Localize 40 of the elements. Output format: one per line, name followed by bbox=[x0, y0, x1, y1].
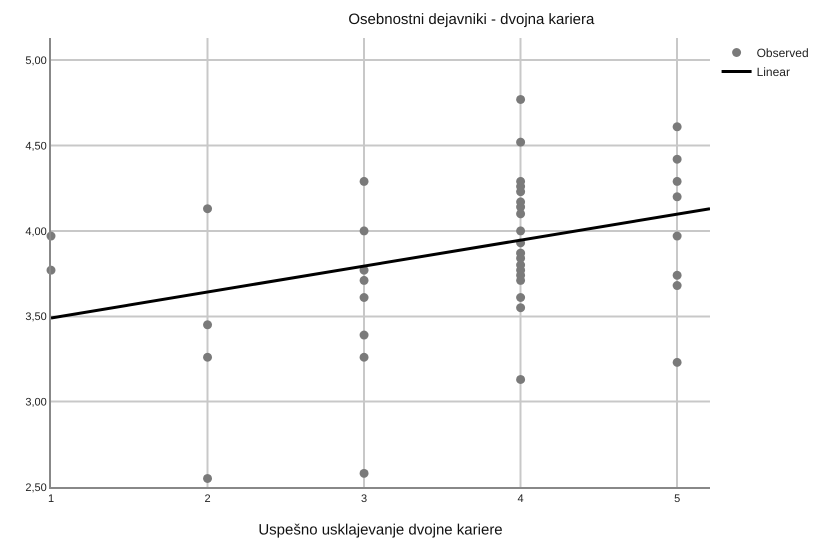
point bbox=[672, 232, 682, 241]
point bbox=[516, 226, 526, 236]
point bbox=[360, 468, 369, 478]
y-tick-label: 2,50 bbox=[25, 482, 47, 494]
y-tick-label: 5,00 bbox=[25, 55, 47, 68]
x-tick-label: 3 bbox=[360, 493, 368, 506]
point bbox=[672, 358, 682, 367]
point bbox=[516, 293, 526, 302]
point bbox=[360, 330, 369, 340]
y-tick-label: 4,00 bbox=[25, 226, 47, 238]
point bbox=[672, 154, 682, 164]
point bbox=[203, 204, 212, 214]
chart-title: Osebnostni dejavniki - dvojna kariera bbox=[348, 11, 596, 28]
point bbox=[360, 276, 369, 285]
point bbox=[360, 226, 369, 236]
y-tick-label: 3,00 bbox=[25, 396, 47, 408]
point bbox=[203, 474, 212, 483]
y-tick-label: 3,50 bbox=[25, 311, 47, 324]
point bbox=[672, 122, 682, 132]
legend-label: Linear bbox=[756, 65, 790, 80]
point bbox=[516, 374, 526, 384]
y-tick-label: 4,50 bbox=[25, 140, 47, 152]
point bbox=[672, 192, 682, 202]
x-tick-label: 1 bbox=[48, 493, 54, 506]
point bbox=[516, 94, 526, 104]
x-axis-title: Uspešno usklajevanje dvojne kariere bbox=[258, 522, 503, 539]
point bbox=[672, 281, 682, 290]
point bbox=[516, 138, 526, 147]
x-tick-label: 4 bbox=[518, 493, 524, 506]
point bbox=[672, 176, 682, 186]
point bbox=[360, 352, 369, 362]
point bbox=[516, 303, 526, 312]
x-tick-label: 5 bbox=[674, 493, 680, 506]
point bbox=[203, 320, 212, 330]
point bbox=[360, 293, 369, 302]
legend-label: Observed bbox=[756, 46, 809, 60]
point bbox=[203, 352, 212, 362]
x-tick-label: 2 bbox=[204, 493, 211, 506]
point bbox=[672, 270, 682, 280]
point bbox=[360, 176, 369, 186]
